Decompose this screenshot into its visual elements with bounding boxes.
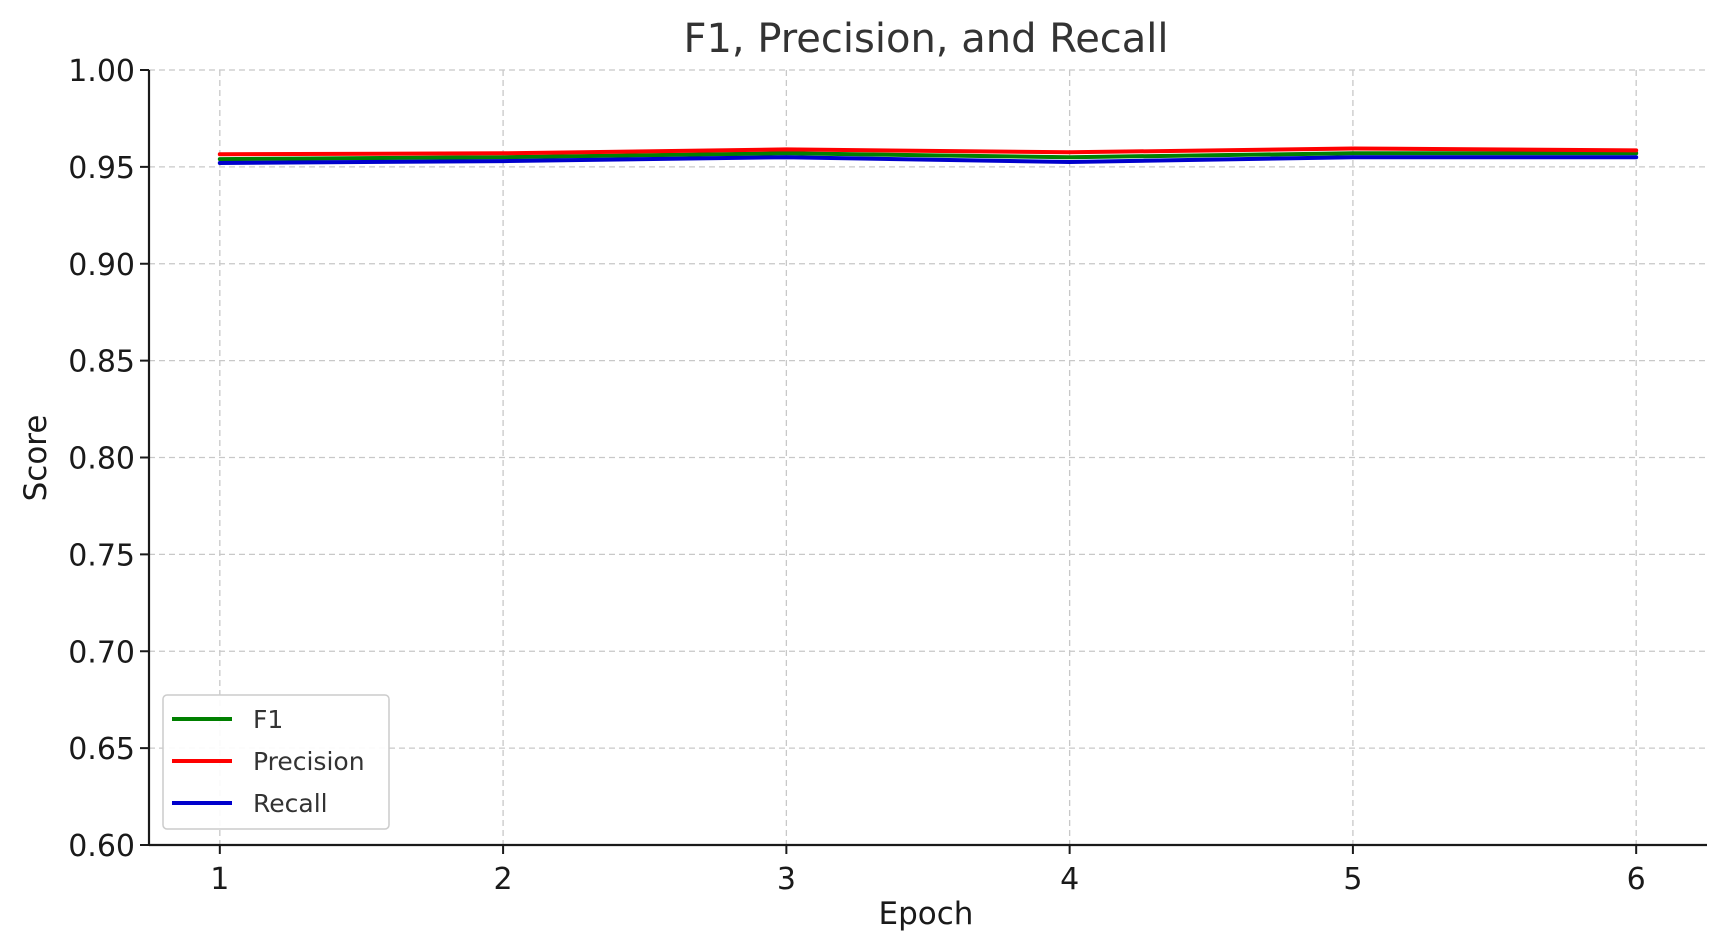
y-tick-label: 0.75 bbox=[68, 538, 135, 573]
legend-label-precision: Precision bbox=[253, 747, 365, 776]
y-tick-label: 0.95 bbox=[68, 151, 135, 186]
x-axis-label: Epoch bbox=[879, 896, 974, 932]
y-tick-label: 0.70 bbox=[68, 635, 135, 670]
tick-labels: 0.60 0.65 0.70 0.75 0.80 0.85 0.90 0.95 1.00 1 2 3 4… bbox=[68, 54, 1646, 897]
y-tick-label: 0.90 bbox=[68, 248, 135, 283]
series-lines bbox=[217, 146, 1639, 165]
y-axis-label: Score bbox=[18, 415, 54, 502]
x-tick-label: 2 bbox=[494, 862, 513, 897]
y-tick-label: 0.85 bbox=[68, 345, 135, 380]
x-tick-label: 5 bbox=[1343, 862, 1362, 897]
x-tick-label: 1 bbox=[210, 862, 229, 897]
x-tick-label: 4 bbox=[1060, 862, 1079, 897]
series-line-precision bbox=[217, 146, 1639, 157]
y-tick-label: 0.60 bbox=[68, 829, 135, 864]
chart-title: F1, Precision, and Recall bbox=[683, 16, 1168, 62]
legend-label-f1: F1 bbox=[253, 705, 283, 734]
legend: F1 Precision Recall bbox=[162, 694, 390, 830]
legend-label-recall: Recall bbox=[253, 789, 328, 818]
legend-box bbox=[162, 694, 390, 830]
y-tick-label: 1.00 bbox=[68, 54, 135, 89]
y-tick-label: 0.80 bbox=[68, 442, 135, 477]
x-tick-label: 6 bbox=[1627, 862, 1646, 897]
series-line-recall bbox=[217, 155, 1639, 165]
x-tick-label: 3 bbox=[777, 862, 796, 897]
series-line-f1 bbox=[217, 151, 1639, 162]
y-tick-label: 0.65 bbox=[68, 732, 135, 767]
